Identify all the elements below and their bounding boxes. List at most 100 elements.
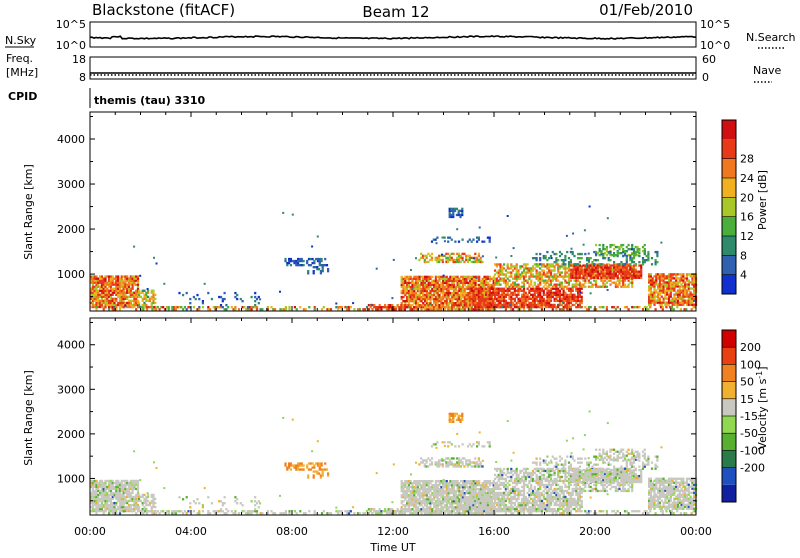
power-cell	[97, 284, 99, 286]
power-cell	[686, 291, 688, 293]
power-cell	[101, 275, 103, 277]
velocity-cell	[115, 484, 117, 486]
velocity-cell	[588, 512, 590, 514]
power-cell	[494, 296, 496, 298]
power-cell	[322, 266, 324, 268]
power-cell	[682, 275, 684, 277]
power-cell	[404, 280, 406, 282]
power-cell	[507, 292, 509, 294]
power-cell	[322, 270, 324, 272]
power-cell	[584, 271, 586, 273]
power-cell	[482, 308, 484, 310]
power-cell	[184, 306, 186, 308]
power-cell	[115, 292, 117, 294]
power-cell	[251, 308, 253, 310]
power-cell	[638, 306, 640, 308]
power-cell	[568, 300, 570, 302]
power-cell	[137, 284, 139, 286]
power-cell	[404, 308, 406, 310]
power-cell	[469, 304, 471, 306]
power-colorbar-label-4: 20	[740, 191, 754, 204]
velocity-cell	[224, 502, 226, 504]
power-cell	[550, 255, 552, 257]
velocity-cell	[316, 470, 318, 472]
power-cell	[584, 286, 586, 288]
velocity-cell	[147, 496, 149, 498]
velocity-cell	[422, 506, 424, 508]
power-cell	[663, 300, 665, 302]
power-colorbar-label-2: 12	[740, 230, 754, 243]
power-cell	[145, 304, 147, 306]
power-cell	[505, 280, 507, 282]
nsky-tick-top: 10^5	[56, 18, 86, 31]
power-cell	[417, 302, 419, 304]
nsky-tick-bottom: 10^0	[56, 39, 86, 52]
power-cell	[548, 278, 550, 280]
power-cell	[528, 278, 530, 280]
velocity-cell	[438, 490, 440, 492]
power-cell	[485, 292, 487, 294]
velocity-cell	[314, 510, 316, 512]
velocity-cell	[256, 510, 258, 512]
power-cell	[485, 288, 487, 290]
velocity-cell	[119, 492, 121, 494]
power-cell	[254, 304, 256, 306]
velocity-cell	[437, 506, 439, 508]
velocity-cell	[422, 496, 424, 498]
power-cell	[135, 298, 137, 300]
power-cell	[681, 283, 683, 285]
power-cell	[138, 290, 140, 292]
power-cell	[168, 308, 170, 310]
power-cell	[532, 269, 534, 271]
power-cell	[563, 290, 565, 292]
power-cell	[555, 278, 557, 280]
power-cell	[137, 278, 139, 280]
power-cell	[391, 304, 393, 306]
power-cell	[568, 261, 570, 263]
velocity-cell	[429, 490, 431, 492]
power-cell	[422, 302, 424, 304]
velocity-cell	[322, 470, 324, 472]
power-cell	[353, 308, 355, 310]
power-cell	[561, 271, 563, 273]
power-cell	[677, 283, 679, 285]
power-cell	[644, 261, 646, 263]
power-cell	[202, 300, 204, 302]
power-cell	[534, 282, 536, 284]
power-cell	[376, 268, 378, 270]
power-cell	[620, 275, 622, 277]
velocity-cell	[308, 510, 310, 512]
power-cell	[602, 244, 604, 246]
velocity-cell	[126, 502, 128, 504]
power-cell	[128, 286, 130, 288]
power-cell	[613, 266, 615, 268]
power-cell	[519, 288, 521, 290]
power-cell	[256, 308, 258, 310]
power-cell	[525, 292, 527, 294]
power-cell	[123, 290, 125, 292]
power-cell	[137, 275, 139, 277]
velocity-cell	[145, 502, 147, 504]
velocity-cell	[301, 462, 303, 464]
velocity-cell	[133, 486, 135, 488]
power-cell	[543, 292, 545, 294]
power-cell	[505, 269, 507, 271]
power-cell	[178, 292, 180, 294]
power-cell	[591, 286, 593, 288]
velocity-cell	[404, 484, 406, 486]
power-cell	[631, 284, 633, 286]
power-cell	[461, 210, 463, 212]
power-cell	[503, 267, 505, 269]
power-cell	[437, 302, 439, 304]
velocity-cell	[137, 480, 139, 482]
power-cell	[582, 284, 584, 286]
power-cell	[570, 302, 572, 304]
velocity-cell	[115, 486, 117, 488]
power-cell	[557, 280, 559, 282]
power-cell	[503, 288, 505, 290]
velocity-cell	[236, 502, 238, 504]
power-cell	[441, 254, 443, 256]
power-cell	[516, 304, 518, 306]
power-cell	[559, 267, 561, 269]
velocity-cell	[198, 512, 200, 514]
